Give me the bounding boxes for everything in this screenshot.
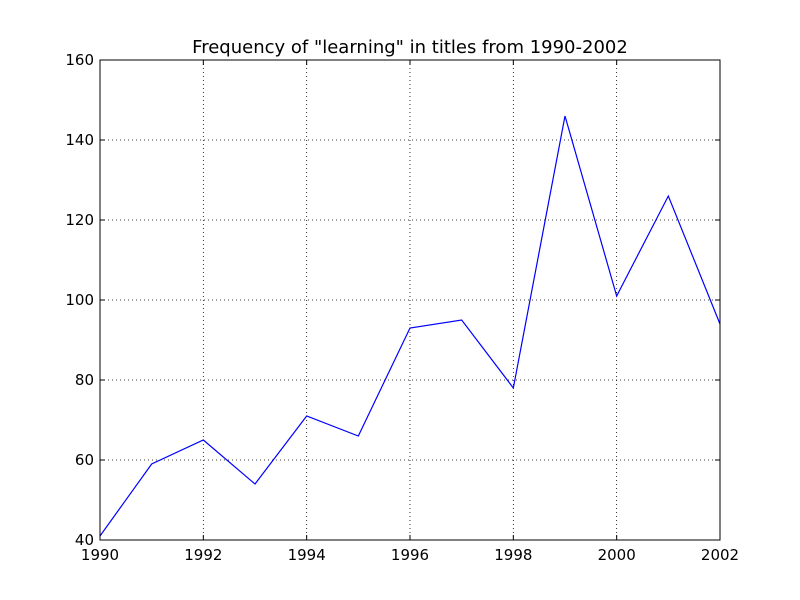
y-tick-label: 160 — [65, 51, 94, 69]
y-tick-label: 120 — [65, 211, 94, 229]
x-tick-label: 2002 — [701, 546, 739, 564]
chart-title: Frequency of "learning" in titles from 1… — [192, 37, 628, 58]
x-tick-label: 1996 — [391, 546, 429, 564]
x-tick-label: 1992 — [184, 546, 222, 564]
x-tick-label: 1998 — [494, 546, 532, 564]
y-tick-label: 80 — [75, 371, 94, 389]
y-tick-label: 100 — [65, 291, 94, 309]
series-layer — [99, 115, 721, 537]
axis-ticks: 1990 1992 1994 1996 1998 2000 2002 40 60 80 100 120… — [65, 51, 739, 564]
y-tick-label: 40 — [75, 531, 94, 549]
y-tick-label: 140 — [65, 131, 94, 149]
x-tick-label: 1994 — [288, 546, 326, 564]
grid-lines — [99, 59, 721, 541]
x-tick-label: 2000 — [598, 546, 636, 564]
x-tick-label: 1990 — [81, 546, 119, 564]
y-tick-label: 60 — [75, 451, 94, 469]
